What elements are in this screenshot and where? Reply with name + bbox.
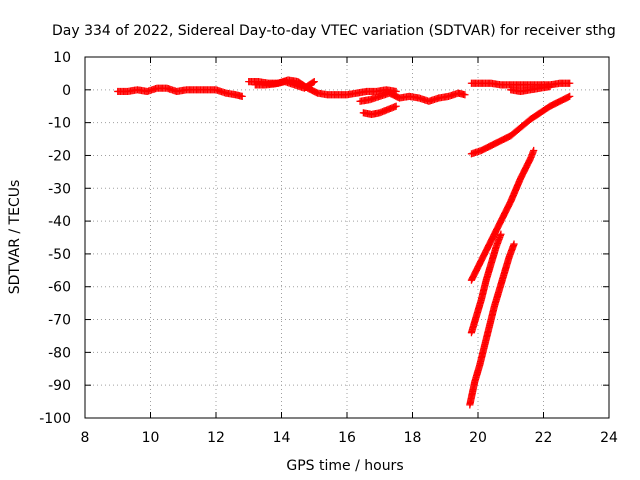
- y-axis-label: SDTVAR / TECUs: [7, 180, 23, 295]
- data-point-fill: [309, 78, 317, 86]
- y-tick-label: -40: [48, 214, 71, 230]
- x-tick-label: 8: [81, 430, 90, 446]
- y-tick-label: 10: [53, 50, 71, 66]
- x-axis-label: GPS time / hours: [286, 458, 403, 474]
- y-tick-label: -10: [48, 116, 71, 132]
- x-tick-label: 12: [207, 430, 225, 446]
- grid: [85, 57, 609, 418]
- data-point: [497, 230, 505, 238]
- data-point: [566, 92, 574, 100]
- x-tick-label: 16: [338, 430, 356, 446]
- x-tick-label: 14: [273, 430, 291, 446]
- y-tick-label: -20: [48, 148, 71, 164]
- data-point: [530, 146, 538, 155]
- data-point: [510, 240, 518, 248]
- data-point: [546, 82, 554, 91]
- data-point: [238, 92, 246, 100]
- y-tick-label: -30: [48, 181, 71, 197]
- tick-labels: 8 10 12 14 16 18 20 22 24 10 0 -10 -20 -30 -40 -50 -60 -7…: [39, 50, 618, 446]
- data-point: [566, 79, 574, 87]
- data-point: [310, 78, 318, 86]
- y-tick-label: -50: [48, 247, 71, 263]
- x-tick-label: 22: [535, 430, 553, 446]
- y-tick-label: -100: [39, 411, 71, 427]
- data-point: [392, 102, 400, 110]
- y-tick-label: -80: [48, 345, 71, 361]
- x-tick-label: 20: [469, 430, 487, 446]
- x-tick-label: 24: [600, 430, 618, 446]
- chart-title: Day 334 of 2022, Sidereal Day-to-day VTE…: [52, 23, 616, 39]
- y-tick-label: -70: [48, 313, 71, 329]
- plot-frame: [84, 56, 610, 419]
- data-points: [114, 76, 574, 409]
- x-tick-label: 18: [404, 430, 422, 446]
- y-tick-label: 0: [62, 83, 71, 99]
- y-tick-label: -60: [48, 280, 71, 296]
- y-tick-label: -90: [48, 378, 71, 394]
- data-point: [461, 91, 469, 99]
- x-tick-label: 10: [142, 430, 160, 446]
